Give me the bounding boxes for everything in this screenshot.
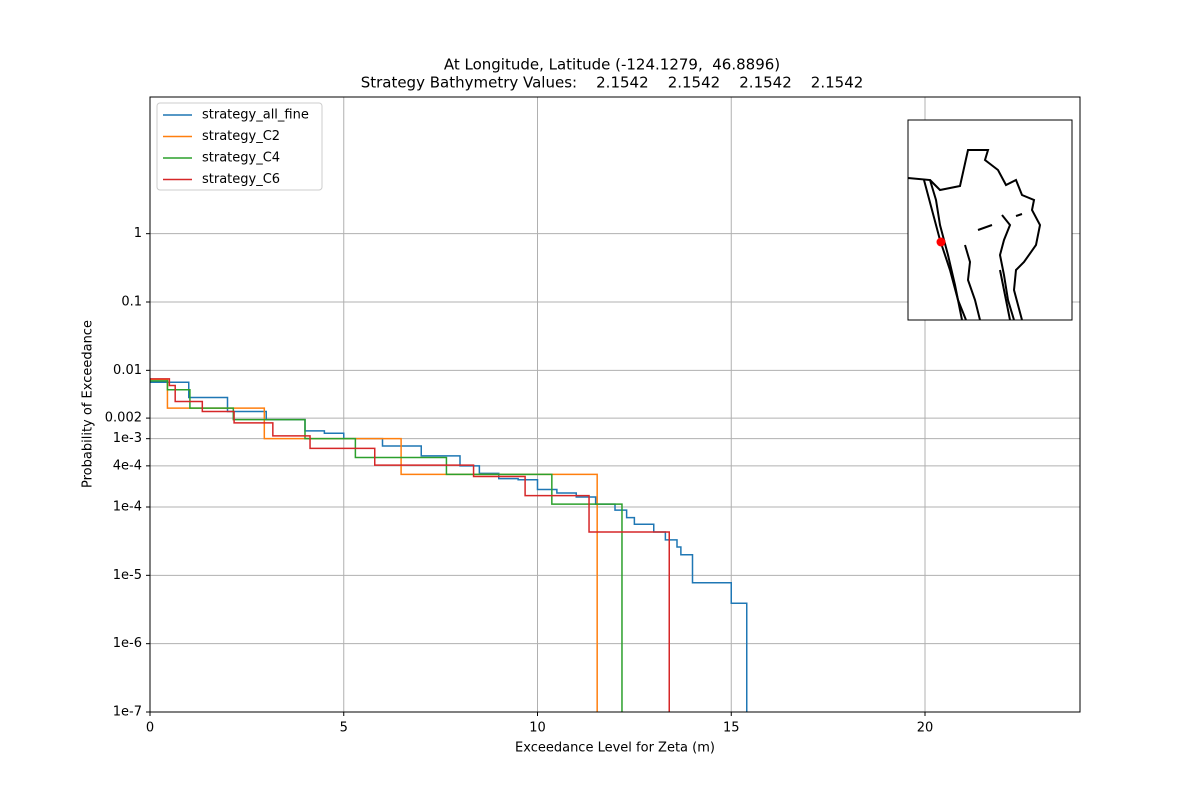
series-line — [150, 381, 748, 712]
x-tick-label: 10 — [529, 721, 546, 736]
legend-label: strategy_C2 — [202, 129, 280, 144]
y-tick-label: 4e-4 — [113, 458, 142, 473]
plot-frame — [149, 96, 1081, 713]
x-tick-label: 20 — [917, 721, 934, 736]
y-tick-label: 1e-5 — [113, 568, 142, 583]
y-tick-label: 0.1 — [121, 295, 142, 310]
series-line — [150, 378, 598, 712]
inset-map — [907, 119, 1073, 321]
coastline — [907, 149, 1042, 321]
legend-label: strategy_C4 — [202, 151, 280, 166]
x-tick-label: 15 — [723, 721, 740, 736]
series-line — [150, 378, 670, 712]
y-tick-label: 1e-6 — [113, 636, 142, 651]
x-axis-label: Exceedance Level for Zeta (m) — [515, 741, 715, 756]
chart-title: At Longitude, Latitude (-124.1279, 46.88… — [444, 56, 780, 74]
x-tick-label: 0 — [146, 721, 154, 736]
x-tick-label: 5 — [340, 721, 348, 736]
y-axis-label: Probability of Exceedance — [81, 320, 96, 488]
y-tick-label: 1e-7 — [113, 705, 142, 720]
legend-frame — [156, 102, 323, 191]
legend-label: strategy_C6 — [202, 172, 280, 187]
y-tick-label: 1 — [134, 226, 142, 241]
y-tick-label: 0.002 — [105, 411, 142, 426]
inset-frame — [907, 119, 1073, 321]
location-marker — [936, 237, 946, 247]
lines — [150, 378, 748, 712]
y-tick-label: 1e-4 — [113, 500, 142, 515]
y-tick-label: 0.01 — [113, 363, 142, 378]
legend: strategy_all_fine strategy_C2 strategy_C4s… — [156, 102, 323, 191]
series-line — [150, 380, 623, 712]
chart-subtitle: Strategy Bathymetry Values: 2.1542 2.154… — [361, 74, 864, 92]
y-tick-label: 1e-3 — [113, 431, 142, 446]
legend-label: strategy_all_fine — [202, 108, 309, 123]
